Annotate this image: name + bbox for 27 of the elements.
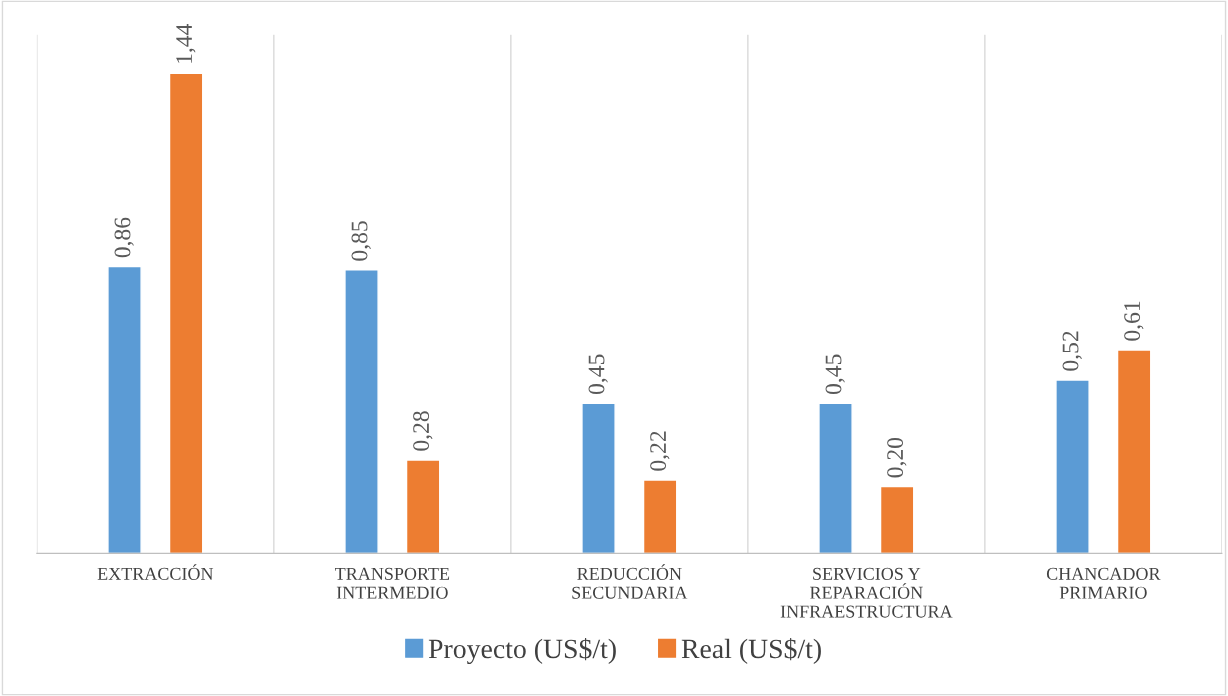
legend-label: Proyecto (US$/t): [428, 637, 616, 665]
bar: [642, 479, 678, 554]
bar: [1116, 349, 1152, 554]
x-tick-label: TRANSPORTE INTERMEDIO: [335, 567, 450, 599]
x-tick-label: REDUCCIÓN SECUNDARIA: [572, 564, 688, 599]
x-tick-label: SERVICIOS Y REPARACIÓN INFRAESTRUCTURA: [780, 567, 953, 618]
bar: [1055, 379, 1090, 554]
bar: [107, 265, 142, 554]
data-label: 0,22: [650, 431, 670, 471]
data-label: 0,86: [114, 217, 134, 258]
data-label: 0,45: [588, 354, 608, 395]
data-label: 0,28: [413, 411, 433, 451]
data-label: 0,45: [825, 354, 845, 395]
data-label: 0,61: [1124, 301, 1144, 341]
data-label: 0,52: [1062, 331, 1082, 371]
data-label: 0,20: [887, 437, 907, 478]
data-label: 0,85: [351, 221, 371, 261]
bar: [168, 72, 204, 554]
bar: [405, 459, 441, 554]
x-tick-label: EXTRACCIÓN: [97, 564, 214, 580]
bar: [818, 402, 853, 554]
bar: [581, 402, 616, 554]
x-tick-label: CHANCADOR PRIMARIO: [1046, 567, 1161, 599]
bar: [879, 485, 915, 554]
data-label: 1,44: [176, 23, 196, 63]
legend-label: Real (US$/t): [681, 637, 821, 664]
bar: [344, 269, 379, 554]
